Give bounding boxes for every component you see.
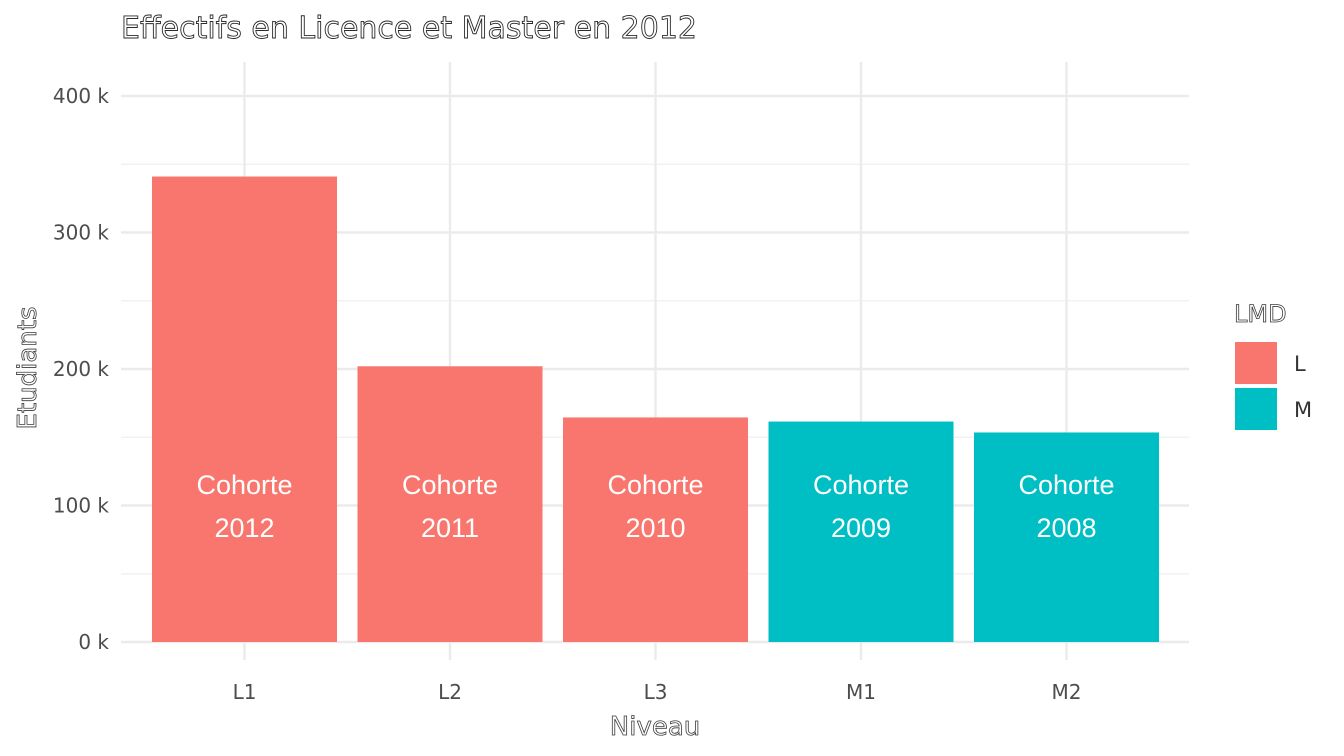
x-tick-label: L2 bbox=[438, 680, 462, 704]
y-axis-title: Etudiants bbox=[13, 307, 43, 430]
bar-label: Cohorte bbox=[607, 470, 703, 500]
bar-label: 2010 bbox=[625, 513, 685, 543]
bar-label: Cohorte bbox=[813, 470, 909, 500]
legend-key-M bbox=[1235, 388, 1277, 430]
bar-label: Cohorte bbox=[402, 470, 498, 500]
x-tick-label: M2 bbox=[1052, 680, 1082, 704]
bar-L1 bbox=[152, 176, 337, 642]
x-axis-ticks: L1 L2 L3 M1 M2 bbox=[233, 680, 1082, 704]
x-tick-label: L1 bbox=[233, 680, 257, 704]
legend-key-L bbox=[1235, 342, 1277, 384]
bar-label: Cohorte bbox=[1018, 470, 1114, 500]
bar-L2 bbox=[357, 366, 543, 642]
bar-L3 bbox=[563, 417, 748, 642]
bar-labels: Cohorte 2012 Cohorte 2011 Cohorte 2010 Cohorte… bbox=[196, 470, 1114, 543]
bar-M1 bbox=[768, 421, 954, 642]
y-tick-label: 200 k bbox=[53, 357, 110, 381]
legend: LMD LM bbox=[1234, 300, 1312, 430]
bar-label: 2009 bbox=[831, 513, 891, 543]
bars bbox=[152, 176, 1159, 642]
x-axis-title: Niveau bbox=[610, 712, 700, 742]
legend-title: LMD bbox=[1234, 300, 1287, 328]
bar-label: 2012 bbox=[214, 513, 274, 543]
y-tick-label: 100 k bbox=[53, 494, 110, 518]
bar-M2 bbox=[974, 432, 1159, 642]
bar-label: 2011 bbox=[421, 513, 479, 543]
chart-title: Effectifs en Licence et Master en 2012 bbox=[121, 11, 697, 46]
y-axis-ticks: 0 k 100 k 200 k 300 k 400 k bbox=[53, 84, 110, 654]
x-tick-label: M1 bbox=[846, 680, 876, 704]
x-tick-label: L3 bbox=[644, 680, 668, 704]
y-tick-label: 300 k bbox=[53, 221, 110, 245]
bar-label: 2008 bbox=[1036, 513, 1096, 543]
legend-label: L bbox=[1294, 352, 1306, 376]
legend-label: M bbox=[1294, 398, 1312, 422]
bar-label: Cohorte bbox=[196, 470, 292, 500]
y-tick-label: 400 k bbox=[53, 84, 110, 108]
y-tick-label: 0 k bbox=[78, 630, 109, 654]
